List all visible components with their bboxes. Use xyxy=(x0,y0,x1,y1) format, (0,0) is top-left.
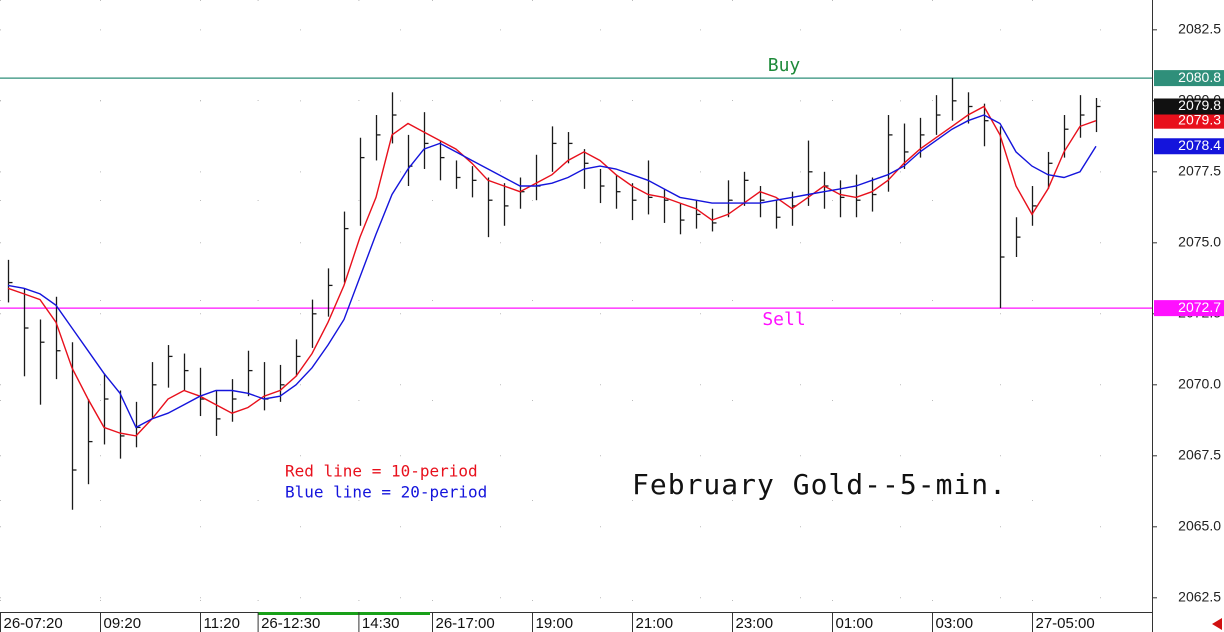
x-tick-label: 26-12:30 xyxy=(261,615,320,632)
ma20-tag-label: 2078.4 xyxy=(1178,137,1221,153)
x-tick-label: 01:00 xyxy=(836,615,874,632)
level-tag-label: 2080.8 xyxy=(1178,69,1221,85)
x-tick-label: 23:00 xyxy=(736,615,774,632)
level-tag xyxy=(1154,70,1224,87)
y-tick-label: 2075.0 xyxy=(1178,234,1221,250)
ma20-tag xyxy=(1154,138,1224,155)
x-tick-label: 14:30 xyxy=(362,615,400,632)
last-price-tag-label: 2079.8 xyxy=(1178,97,1221,113)
x-tick-label: 21:00 xyxy=(636,615,674,632)
x-tick-label: 19:00 xyxy=(536,615,574,632)
last-price-tag xyxy=(1154,98,1224,115)
level-tag-label: 2072.7 xyxy=(1178,299,1221,315)
x-tick-label: 26-07:20 xyxy=(4,615,63,632)
y-tick-label: 2082.5 xyxy=(1178,21,1221,37)
level-tag xyxy=(1154,300,1224,317)
y-tick-label: 2065.0 xyxy=(1178,518,1221,534)
y-tick-label: 2070.0 xyxy=(1178,376,1221,392)
ma10-tag-label: 2079.3 xyxy=(1178,111,1221,127)
legend-entry: Blue line = 20-period xyxy=(285,483,487,502)
moving-average-line xyxy=(7,114,1097,429)
y-tick-label: 2067.5 xyxy=(1178,447,1221,463)
y-tick-label: 2077.5 xyxy=(1178,163,1221,179)
x-tick-label: 09:20 xyxy=(104,615,142,632)
x-tick-label: 26-17:00 xyxy=(436,615,495,632)
level-label: Sell xyxy=(762,309,805,330)
scroll-arrow[interactable] xyxy=(1212,618,1222,630)
legend-entry: Red line = 10-period xyxy=(285,462,478,481)
level-label: Buy xyxy=(768,55,801,76)
x-tick-label: 27-05:00 xyxy=(1036,615,1095,632)
x-tick-label: 03:00 xyxy=(936,615,974,632)
ma10-tag xyxy=(1154,112,1224,129)
chart-title: February Gold--5-min. xyxy=(632,468,1007,501)
x-tick-label: 11:20 xyxy=(204,615,240,632)
y-tick-label: 2062.5 xyxy=(1178,589,1221,605)
moving-average-line xyxy=(7,105,1097,437)
